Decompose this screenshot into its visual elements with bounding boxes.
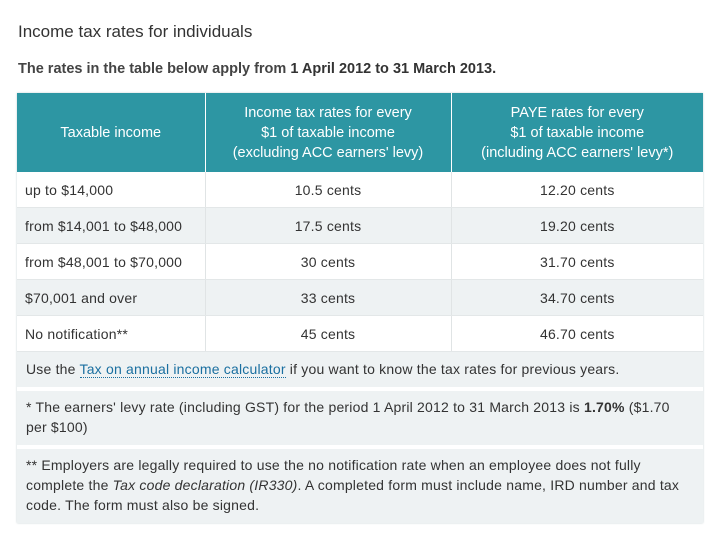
note-text: Use the (26, 361, 80, 377)
header-line: Taxable income (60, 124, 162, 141)
tax-calculator-link[interactable]: Tax on annual income calculator (79, 361, 286, 378)
table-row: from $14,001 to $48,000 17.5 cents 19.20… (17, 207, 703, 244)
income-band-cell: up to $14,000 (17, 172, 206, 208)
table-row: $70,001 and over 33 cents 34.70 cents (17, 279, 703, 316)
intro-date-range: 1 April 2012 to 31 March 2013. (290, 61, 497, 77)
earners-levy-note: * The earners' levy rate (including GST)… (17, 387, 703, 445)
note-text: if you want to know the tax rates for pr… (285, 361, 620, 377)
income-tax-rate-cell: 10.5 cents (205, 172, 452, 208)
header-line: Income tax rates for every (244, 104, 412, 121)
intro-text: The rates in the table below apply from … (18, 61, 496, 77)
note-text: * The earners' levy rate (including GST)… (26, 399, 584, 415)
income-band-cell: from $48,001 to $70,000 (17, 243, 206, 280)
levy-rate: 1.70% (583, 399, 625, 415)
paye-rate-cell: 31.70 cents (451, 243, 703, 280)
paye-rate-cell: 46.70 cents (451, 315, 703, 352)
table-row: up to $14,000 10.5 cents 12.20 cents (17, 172, 703, 208)
note-text: ($1.70 per $100) (26, 399, 670, 435)
calculator-note: Use the Tax on annual income calculator … (17, 352, 703, 387)
header-line: $1 of taxable income (510, 124, 645, 141)
table-row: No notification** 45 cents 46.70 cents (17, 315, 703, 352)
income-tax-rate-cell: 45 cents (205, 315, 452, 352)
income-band-cell: No notification** (17, 315, 206, 352)
header-line: (including ACC earners' levy*) (481, 144, 674, 161)
employer-note: ** Employers are legally required to use… (17, 445, 703, 523)
table-row: from $48,001 to $70,000 30 cents 31.70 c… (17, 243, 703, 280)
page-title: Income tax rates for individuals (18, 22, 253, 41)
income-tax-rate-cell: 30 cents (205, 243, 452, 280)
header-line: $1 of taxable income (261, 124, 395, 141)
form-name: Tax code declaration (IR330) (112, 477, 298, 493)
income-tax-rate-cell: 17.5 cents (205, 207, 452, 244)
table-header-row: Taxable income Income tax rates for ever… (17, 93, 703, 172)
header-paye-rates: PAYE rates for every $1 of taxable incom… (451, 93, 703, 172)
intro-lead: The rates in the table below apply from (18, 61, 291, 77)
income-band-cell: from $14,001 to $48,000 (17, 207, 206, 244)
note-text: . A completed form must include name, IR… (26, 477, 680, 513)
note-text: ** Employers are legally required to use… (26, 457, 641, 493)
paye-rate-cell: 19.20 cents (451, 207, 703, 244)
income-tax-rate-cell: 33 cents (205, 279, 452, 316)
paye-rate-cell: 12.20 cents (451, 172, 703, 208)
header-line: (excluding ACC earners' levy) (232, 144, 424, 161)
paye-rate-cell: 34.70 cents (451, 279, 703, 316)
header-taxable-income: Taxable income (17, 93, 206, 172)
rates-table: Taxable income Income tax rates for ever… (17, 93, 703, 352)
table-notes: Use the Tax on annual income calculator … (17, 352, 703, 523)
header-line: PAYE rates for every (510, 104, 644, 121)
header-income-tax-rates: Income tax rates for every $1 of taxable… (205, 93, 452, 172)
rates-table-container: Taxable income Income tax rates for ever… (17, 93, 703, 523)
income-band-cell: $70,001 and over (17, 279, 206, 316)
